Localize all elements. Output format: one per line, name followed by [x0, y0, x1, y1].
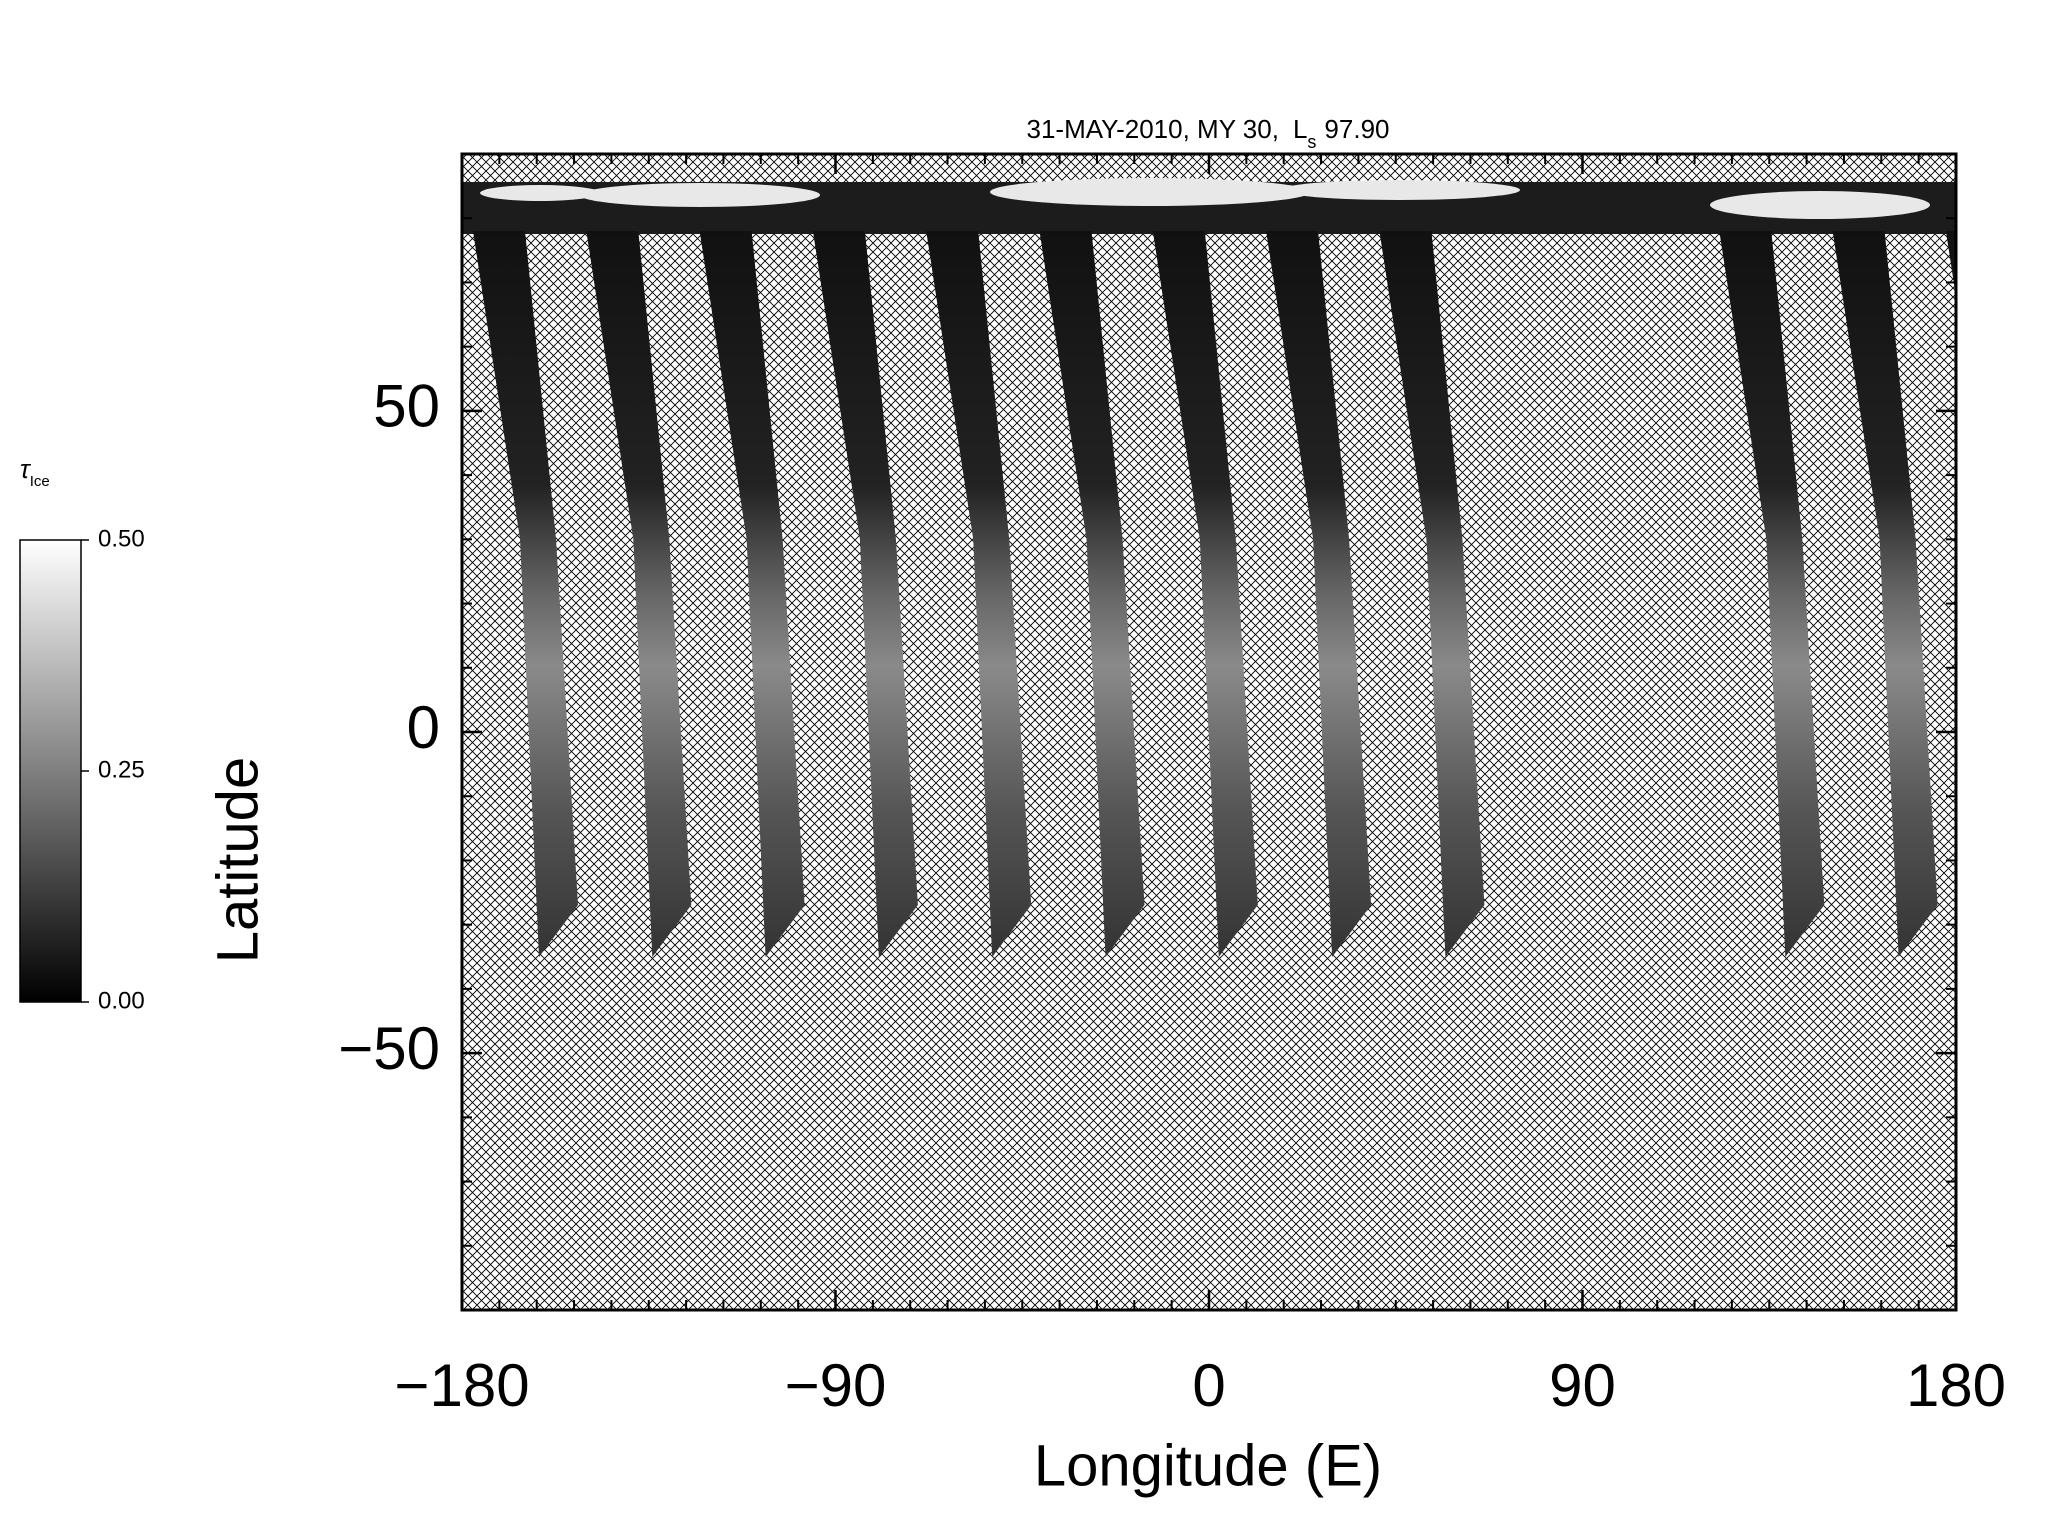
swath [812, 231, 918, 957]
y-tick-label: −50 [338, 1015, 440, 1082]
swaths [462, 178, 1956, 957]
x-tick-label: 180 [1906, 1352, 2006, 1419]
y-axis-label: Latitude [205, 757, 270, 963]
polar-ice [1280, 180, 1520, 200]
x-tick-label: −90 [785, 1352, 887, 1419]
colorbar-tick-label: 0.50 [98, 525, 145, 552]
swath [926, 231, 1032, 957]
x-tick-label: 0 [1192, 1352, 1225, 1419]
swath [1266, 231, 1372, 957]
colorbar-tick-label: 0.25 [98, 756, 145, 783]
colorbar-symbol: τ [20, 454, 32, 484]
swath [1152, 231, 1258, 957]
colorbar [19, 539, 82, 1003]
y-tick-label: 50 [373, 373, 440, 440]
colorbar-tick-label: 0.00 [98, 987, 145, 1014]
chart-title: 31-MAY-2010, MY 30, Ls 97.90 [1027, 114, 1390, 152]
y-tick-label: 0 [407, 694, 440, 761]
x-tick-label: −180 [394, 1352, 529, 1419]
x-tick-label: 90 [1549, 1352, 1616, 1419]
colorbar-subscript: Ice [30, 473, 50, 490]
polar-ice [990, 178, 1310, 206]
swath [1379, 231, 1485, 957]
ls-value: 97.90 [1324, 114, 1389, 144]
x-axis-label: Longitude (E) [1034, 1433, 1382, 1498]
swath [1945, 231, 1956, 298]
ls-subscript: s [1307, 132, 1316, 152]
swath [1039, 231, 1145, 957]
polar-ice [480, 185, 600, 201]
title-text: 31-MAY-2010, MY 30, [1027, 114, 1279, 144]
swath [586, 231, 692, 957]
colorbar-label: τIce [20, 454, 50, 490]
polar-ice [1710, 191, 1930, 219]
swath [473, 231, 578, 957]
swath [1832, 231, 1938, 957]
ls-symbol: L [1293, 114, 1307, 144]
polar-ice [580, 183, 820, 207]
swath [1719, 231, 1825, 957]
swath [699, 231, 805, 957]
